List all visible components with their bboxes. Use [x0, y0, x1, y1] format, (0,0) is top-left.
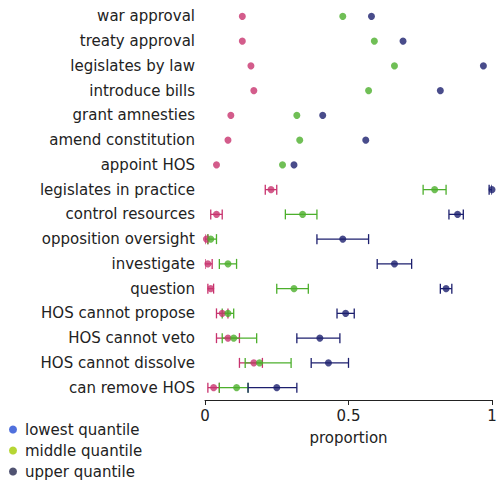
svg-text:HOS cannot veto: HOS cannot veto [68, 329, 195, 347]
svg-text:middle quantile: middle quantile [25, 442, 142, 460]
svg-text:legislates in practice: legislates in practice [40, 181, 195, 199]
svg-text:control resources: control resources [66, 205, 196, 223]
svg-text:grant amnesties: grant amnesties [73, 106, 196, 124]
svg-text:0: 0 [200, 407, 210, 425]
svg-text:lowest quantile: lowest quantile [25, 421, 139, 439]
svg-text:amend constitution: amend constitution [49, 131, 195, 149]
svg-text:appoint HOS: appoint HOS [101, 156, 195, 174]
svg-text:war approval: war approval [97, 7, 195, 25]
svg-text:1: 1 [487, 407, 497, 425]
svg-text:HOS cannot propose: HOS cannot propose [41, 304, 195, 322]
svg-text:opposition oversight: opposition oversight [42, 230, 195, 248]
svg-text:HOS cannot dissolve: HOS cannot dissolve [41, 354, 195, 372]
svg-text:investigate: investigate [112, 255, 195, 273]
svg-text:legislates by law: legislates by law [70, 57, 195, 75]
svg-text:proportion: proportion [309, 429, 387, 447]
svg-text:upper quantile: upper quantile [25, 463, 135, 481]
svg-text:treaty approval: treaty approval [80, 32, 195, 50]
svg-text:question: question [130, 280, 195, 298]
svg-text:can remove HOS: can remove HOS [69, 379, 195, 397]
svg-text:introduce bills: introduce bills [89, 82, 195, 100]
svg-text:0.5: 0.5 [337, 407, 361, 425]
